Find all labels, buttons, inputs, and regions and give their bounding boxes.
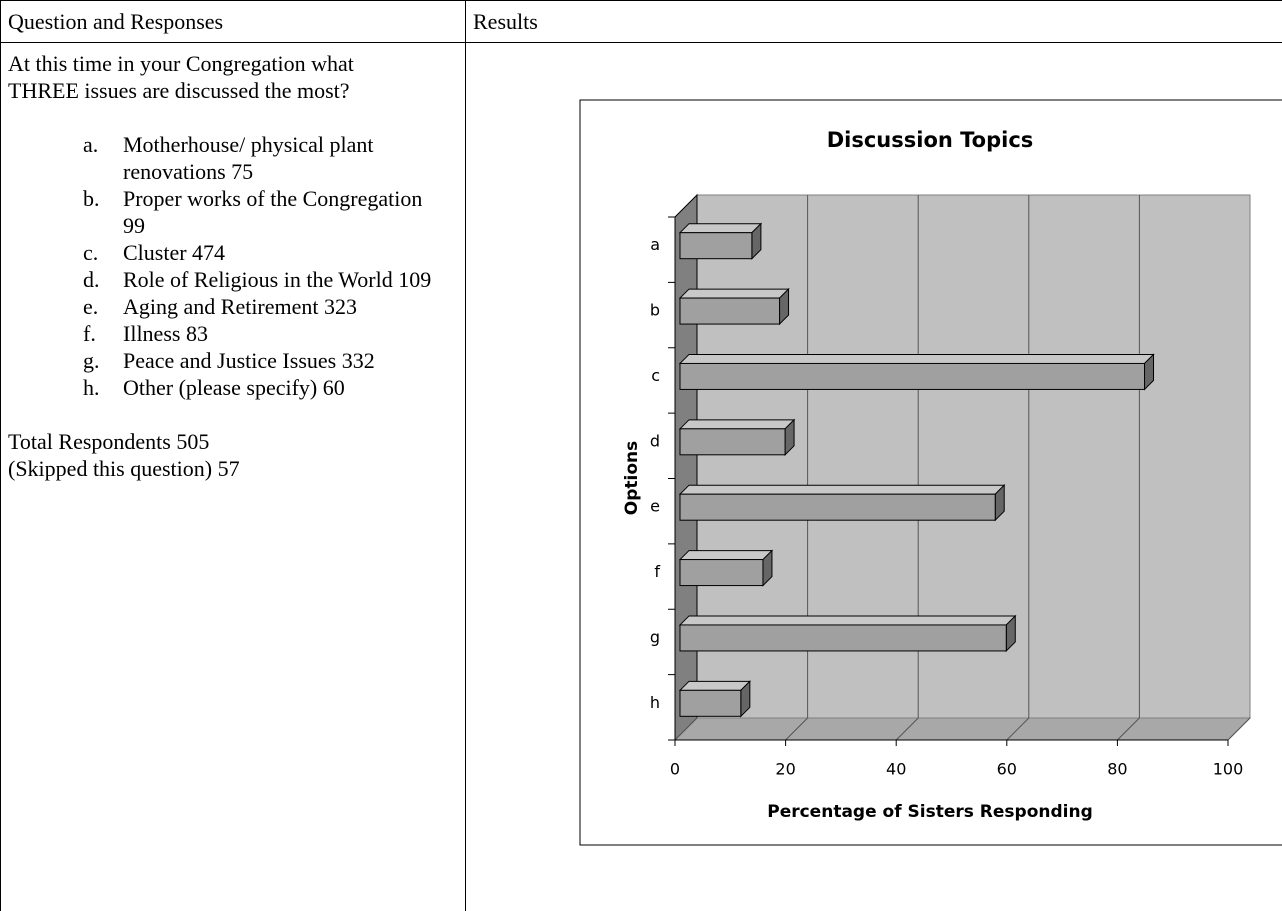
floor	[673, 717, 1252, 741]
y-tick-label: b	[650, 301, 660, 320]
bar-side	[751, 222, 762, 260]
bar-side	[994, 483, 1005, 522]
floor-grid-line	[895, 717, 919, 741]
x-tick-label: 0	[670, 760, 680, 779]
header-cell: Results	[473, 9, 538, 34]
bar-front	[679, 232, 753, 260]
bar-top	[678, 419, 796, 430]
bar-front	[679, 624, 1007, 652]
bar-front	[679, 428, 786, 456]
option-text: Role of Religious in the World 109	[123, 267, 432, 292]
y-tick-label: c	[651, 366, 660, 385]
bar-front	[679, 297, 781, 325]
skipped: (Skipped this question) 57	[8, 456, 240, 481]
option: b. Proper works of the Congregation 99	[8, 185, 448, 239]
bar	[678, 549, 774, 587]
bar-top	[678, 550, 774, 561]
bar-top	[678, 615, 1017, 626]
bar-side	[779, 287, 790, 326]
option-letter: c.	[83, 240, 99, 265]
bar-side	[1144, 353, 1155, 391]
option-text: Other (please specify) 60	[123, 375, 345, 400]
side-wall	[674, 193, 698, 742]
option: f. Illness 83	[8, 320, 448, 347]
bar	[678, 483, 1006, 522]
x-tick-label: 20	[775, 760, 795, 779]
option-text: Peace and Justice Issues 332	[123, 348, 375, 373]
bar	[678, 680, 752, 718]
bar	[678, 222, 763, 260]
back-wall	[696, 194, 1251, 719]
option-letter: d.	[83, 267, 100, 292]
bar-side	[784, 418, 795, 457]
option-text: Aging and Retirement 323	[123, 294, 358, 319]
bar-top	[678, 680, 752, 691]
option: d. Role of Religious in the World 109	[8, 266, 448, 293]
y-axis-title: Options	[622, 441, 642, 515]
bar	[678, 287, 790, 326]
chart-frame	[579, 99, 1282, 846]
floor-grid-line	[1006, 717, 1030, 741]
bar	[678, 614, 1017, 653]
bar-top	[678, 288, 790, 299]
option: a. Motherhouse/ physical plant renovation…	[8, 131, 448, 185]
option-letter: g.	[83, 348, 100, 373]
option-text: Cluster 474	[123, 240, 226, 265]
floor-grid-line	[1227, 717, 1251, 741]
bar-top	[678, 223, 763, 234]
y-tick-label: e	[650, 497, 660, 516]
bar	[678, 353, 1155, 391]
option-letter: f.	[83, 321, 96, 346]
question-cell: At this time in your Congregation what T…	[8, 50, 448, 482]
floor-grid-line	[674, 717, 698, 741]
option-letter: a.	[83, 132, 99, 157]
x-tick-label: 40	[886, 760, 906, 779]
y-tick-label: g	[650, 627, 660, 646]
x-tick-label: 100	[1213, 760, 1244, 779]
bar-side	[1005, 614, 1016, 653]
chart-title: Discussion Topics	[827, 128, 1034, 152]
option: g. Peace and Justice Issues 332	[8, 347, 448, 374]
x-tick-label: 80	[1107, 760, 1127, 779]
bar-top	[678, 353, 1155, 364]
question: At this time in your Congregation what T…	[8, 51, 354, 103]
bar-front	[679, 559, 764, 587]
floor-grid-line	[785, 717, 808, 741]
option: e. Aging and Retirement 323	[8, 293, 448, 320]
x-tick-label: 60	[997, 760, 1017, 779]
table-border	[0, 0, 1282, 1]
option-text: Motherhouse/ physical plant renovations …	[123, 132, 374, 184]
option-text: Illness 83	[123, 321, 208, 346]
bar-side	[762, 549, 773, 587]
bar	[678, 418, 796, 457]
option-text: Proper works of the Congregation 99	[123, 186, 423, 238]
bar-front	[679, 362, 1146, 390]
option: c. Cluster 474	[8, 239, 448, 266]
table-border	[465, 0, 466, 911]
y-tick-label: h	[650, 693, 660, 712]
total: Total Respondents 505	[8, 429, 210, 454]
y-tick-label: a	[650, 235, 660, 254]
header-cell: Question and Responses	[8, 9, 224, 34]
option-letter: e.	[83, 294, 99, 319]
bar-front	[679, 493, 996, 521]
option-letter: h.	[83, 375, 100, 400]
floor-grid-line	[1117, 717, 1140, 741]
bar-front	[679, 689, 742, 717]
x-axis-title: Percentage of Sisters Responding	[767, 802, 1093, 822]
bar-top	[678, 484, 1006, 495]
table-border	[0, 0, 1, 911]
table-border	[0, 42, 1282, 43]
option: h. Other (please specify) 60	[8, 374, 448, 401]
options: a. Motherhouse/ physical plant renovation…	[8, 131, 448, 401]
y-tick-label: d	[650, 431, 660, 450]
bar-side	[740, 680, 751, 718]
option-letter: b.	[83, 186, 100, 211]
y-tick-label: f	[654, 562, 660, 581]
